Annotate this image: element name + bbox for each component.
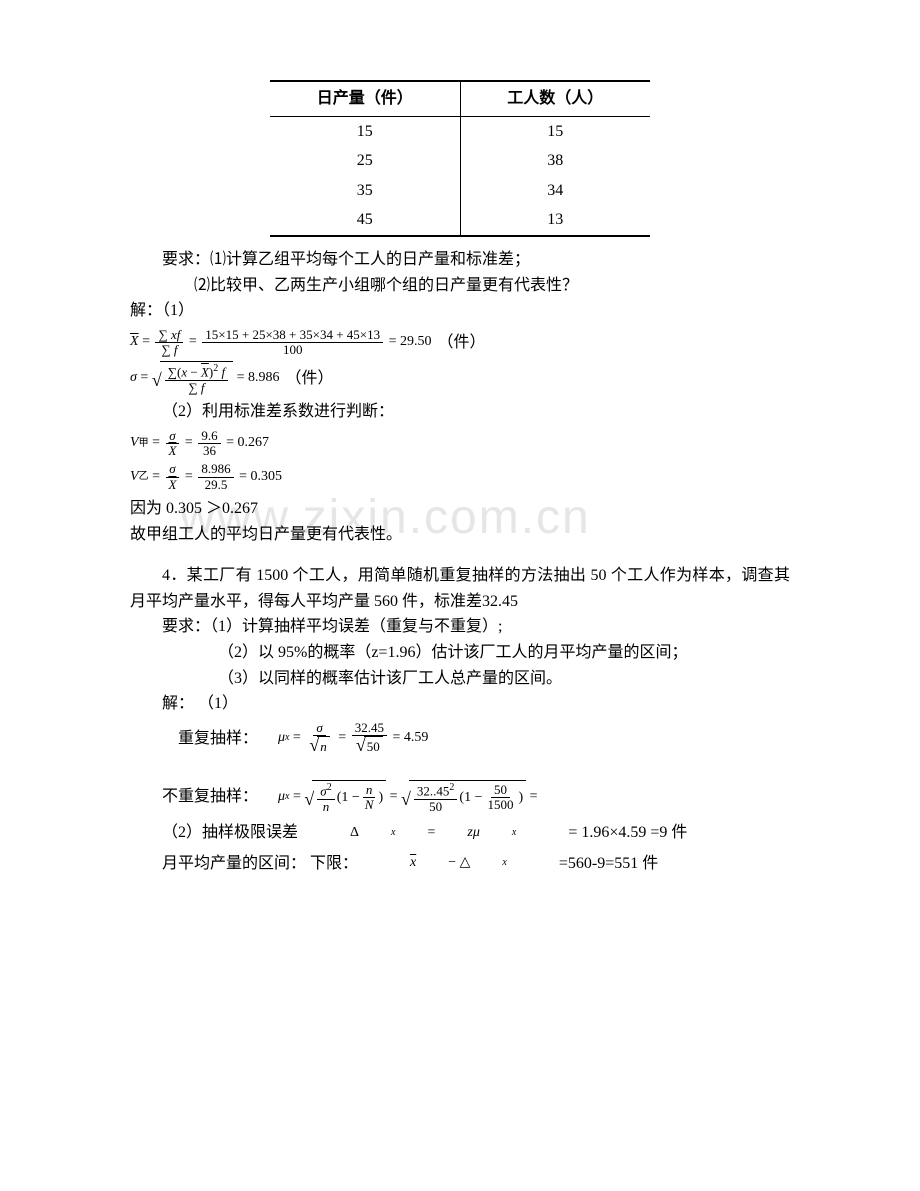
cell: 25 <box>270 146 460 176</box>
table-header-row: 日产量（件） 工人数（人） <box>270 81 650 116</box>
solution-1-label: 解：（1） <box>130 298 790 324</box>
cv1-val: = 0.267 <box>226 432 269 454</box>
interval-val: =560-9=551 件 <box>527 851 658 877</box>
table-row: 1515 <box>270 116 650 146</box>
col-header-output: 日产量（件） <box>270 81 460 116</box>
cell: 45 <box>270 205 460 236</box>
cv1-num: 9.6 <box>198 429 220 444</box>
rep-val: = 4.59 <box>392 727 428 749</box>
limit-label: （2）抽样极限误差 <box>130 820 298 846</box>
q4-req3: （3）以同样的概率估计该厂工人总产量的区间。 <box>130 666 790 692</box>
mean-formula: X = ∑ xf∑ f = 15×15 + 25×38 + 35×34 + 45… <box>130 328 790 358</box>
compare-text: 因为 0.305 ＞0.267 <box>130 496 790 522</box>
table-row: 2538 <box>270 146 650 176</box>
limit-eq: = 1.96×4.59 =9 件 <box>536 820 687 846</box>
mean-value: = 29.50 <box>389 331 432 353</box>
col-header-workers: 工人数（人） <box>460 81 650 116</box>
sigma-value: = 8.986 <box>237 367 280 389</box>
production-table: 日产量（件） 工人数（人） 1515 2538 3534 4513 <box>270 80 650 237</box>
interval-lower: 月平均产量的区间： 下限： x − △x =560-9=551 件 <box>130 848 790 878</box>
cell: 15 <box>270 116 460 146</box>
requirement-1: 要求：⑴计算乙组平均每个工人的日产量和标准差； <box>130 247 790 273</box>
cv1-den: 36 <box>200 444 219 458</box>
interval-label: 月平均产量的区间： 下限： <box>130 851 358 877</box>
nrep-label: 不重复抽样： <box>162 784 258 810</box>
repeated-sampling: 重复抽样： μx = σn = 32.4550 = 4.59 <box>130 717 790 760</box>
nrep-nn: 50 <box>491 783 510 798</box>
cell: 15 <box>460 116 650 146</box>
rep-den: 50 <box>364 736 383 756</box>
cell: 13 <box>460 205 650 236</box>
rep-num: 32.45 <box>352 721 387 736</box>
page-content: 日产量（件） 工人数（人） 1515 2538 3534 4513 要求：⑴计算… <box>130 80 790 879</box>
cell: 35 <box>270 176 460 206</box>
mean-unit: （件） <box>438 330 486 356</box>
conclusion-text: 故甲组工人的平均日产量更有代表性。 <box>130 522 790 548</box>
sigma-formula: σ = ∑(x − X)2 f∑ f = 8.986 （件） <box>130 361 790 395</box>
requirement-2: ⑵比较甲、乙两生产小组哪个组的日产量更有代表性？ <box>130 273 790 299</box>
cv2-val: = 0.305 <box>239 466 282 488</box>
table-row: 3534 <box>270 176 650 206</box>
q4-req1: 要求：（1）计算抽样平均误差（重复与不重复）; <box>130 614 790 640</box>
cell: 38 <box>460 146 650 176</box>
mean-numerator: 15×15 + 25×38 + 35×34 + 45×13 <box>202 328 383 343</box>
sigma-unit: （件） <box>286 366 334 392</box>
cv2-num: 8.986 <box>198 462 233 477</box>
cell: 34 <box>460 176 650 206</box>
nonrepeated-sampling: 不重复抽样： μx = σ2n(1 − nN) = 32..45250(1 − … <box>130 776 790 818</box>
nrep-var: 32..45 <box>417 783 450 798</box>
cv-label: （2）利用标准差系数进行判断： <box>130 399 790 425</box>
q4-sol-label: 解： （1） <box>130 691 790 717</box>
cv-yi: V乙 = σX = 8.98629.5 = 0.305 <box>130 462 790 492</box>
rep-label: 重复抽样： <box>178 726 258 752</box>
q4-req2: （2）以 95%的概率（z=1.96）估计该厂工人的月平均产量的区间； <box>130 640 790 666</box>
nrep-n: 50 <box>426 800 445 814</box>
q4-paragraph: 4．某工厂有 1500 个工人，用简单随机重复抽样的方法抽出 50 个工人作为样… <box>130 563 790 614</box>
nrep-bigN: 1500 <box>484 798 516 812</box>
cv-jia: V甲 = σX = 9.636 = 0.267 <box>130 429 790 459</box>
sampling-limit: （2）抽样极限误差 Δx = zμx = 1.96×4.59 =9 件 <box>130 818 790 848</box>
table-row: 4513 <box>270 205 650 236</box>
mean-denominator: 100 <box>280 343 306 357</box>
cv2-den: 29.5 <box>202 478 231 492</box>
